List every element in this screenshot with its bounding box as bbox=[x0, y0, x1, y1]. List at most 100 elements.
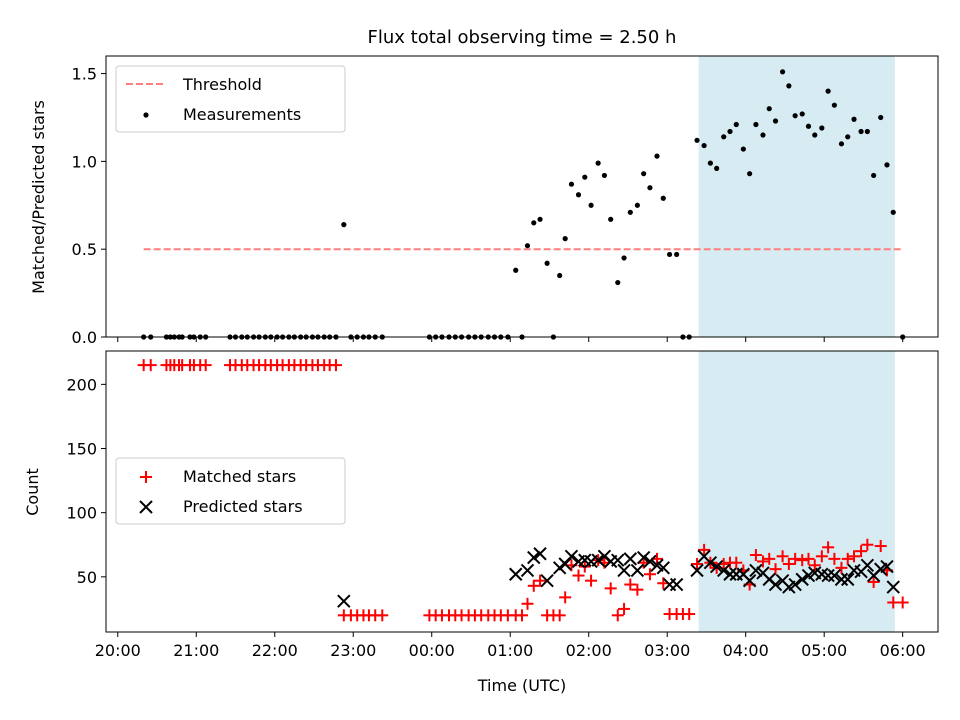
predicted-star-point bbox=[617, 563, 631, 578]
matched-star-point bbox=[376, 609, 389, 622]
measurement-point bbox=[747, 171, 753, 177]
measurement-point bbox=[792, 113, 798, 119]
bottom-legend: Matched stars Predicted stars bbox=[115, 457, 346, 525]
predicted-star-point bbox=[527, 550, 541, 565]
measurement-point bbox=[766, 106, 772, 112]
predicted-star-point bbox=[509, 567, 523, 581]
predicted-star-point bbox=[788, 577, 802, 592]
measurement-point bbox=[694, 137, 700, 143]
measurement-point bbox=[819, 125, 825, 131]
legend-matched-label: Matched stars bbox=[183, 467, 296, 486]
measurement-point bbox=[727, 128, 733, 135]
measurement-point bbox=[660, 195, 666, 201]
top-y-tick-label: 0.0 bbox=[72, 328, 97, 347]
measurement-point bbox=[851, 116, 857, 122]
predicted-star-point bbox=[337, 594, 351, 608]
top-panel: 0.0 0.5 1.0 1.5 Matched/Predicted stars Thr… bbox=[29, 55, 939, 347]
predicted-stars-points bbox=[337, 547, 900, 608]
top-legend-box bbox=[115, 65, 346, 133]
matched-star-point bbox=[841, 552, 854, 565]
matched-star-point bbox=[559, 591, 572, 604]
predicted-star-point bbox=[827, 568, 842, 583]
measurement-point bbox=[838, 141, 845, 147]
measurement-point bbox=[647, 185, 653, 191]
predicted-star-point bbox=[669, 577, 684, 592]
top-x-ticks bbox=[117, 337, 904, 342]
matched-star-point bbox=[643, 568, 656, 581]
matched-star-point bbox=[730, 556, 743, 569]
bottom-y-tick-label: 50 bbox=[77, 568, 97, 587]
measurement-point bbox=[890, 209, 896, 215]
top-y-ticks: 0.0 0.5 1.0 1.5 bbox=[72, 65, 106, 347]
measurement-point bbox=[805, 123, 812, 129]
measurement-point bbox=[544, 260, 550, 266]
matched-star-point bbox=[521, 597, 534, 610]
legend-predicted-swatch bbox=[139, 500, 153, 514]
measurement-point bbox=[884, 162, 890, 168]
matched-star-point bbox=[789, 552, 802, 565]
predicted-star-point bbox=[723, 567, 737, 581]
measurement-point bbox=[531, 220, 537, 226]
legend-measurements-swatch bbox=[143, 112, 149, 118]
predicted-star-point bbox=[636, 550, 651, 565]
measurement-point bbox=[845, 134, 851, 140]
matched-star-point bbox=[756, 555, 769, 568]
measurement-point bbox=[627, 209, 633, 215]
predicted-star-point bbox=[690, 563, 704, 578]
x-tick-label: 03:00 bbox=[644, 641, 690, 660]
predicted-star-point bbox=[533, 547, 547, 561]
legend-measurements-label: Measurements bbox=[183, 105, 301, 124]
measurement-point bbox=[562, 236, 568, 242]
bottom-y-tick-label: 150 bbox=[66, 440, 97, 459]
bottom-x-ticks: 20:00 21:00 22:00 23:00 00:00 01:00 02:00 03:00… bbox=[95, 632, 926, 660]
measurement-point bbox=[674, 251, 680, 258]
measurement-point bbox=[634, 202, 640, 208]
matched-star-point bbox=[828, 552, 841, 565]
top-y-tick-label: 1.5 bbox=[72, 65, 97, 84]
matched-star-point bbox=[631, 583, 644, 596]
measurement-point bbox=[621, 255, 627, 261]
matched-star-point bbox=[572, 569, 585, 582]
predicted-star-point bbox=[520, 563, 535, 578]
measurement-point bbox=[799, 111, 805, 117]
measurement-point bbox=[878, 114, 884, 121]
x-tick-label: 00:00 bbox=[409, 641, 455, 660]
predicted-star-point bbox=[540, 573, 554, 588]
predicted-star-point bbox=[841, 572, 855, 587]
measurement-point bbox=[524, 243, 531, 249]
predicted-star-point bbox=[821, 568, 835, 583]
top-y-tick-label: 1.0 bbox=[72, 152, 97, 171]
matched-star-point bbox=[822, 541, 835, 554]
measurement-point bbox=[831, 102, 837, 108]
matched-star-point bbox=[835, 561, 848, 574]
x-axis-label: Time (UTC) bbox=[477, 676, 566, 695]
measurement-point bbox=[812, 132, 818, 138]
measurement-point bbox=[654, 153, 660, 159]
predicted-star-point bbox=[591, 553, 605, 567]
measurement-point bbox=[537, 216, 543, 222]
legend-predicted-label: Predicted stars bbox=[183, 497, 303, 516]
matched-star-point bbox=[698, 543, 711, 556]
matched-star-point bbox=[782, 557, 795, 570]
measurement-point bbox=[733, 121, 739, 128]
measurement-point bbox=[666, 251, 673, 258]
matched-star-point bbox=[527, 579, 540, 592]
predicted-star-point bbox=[742, 573, 757, 588]
x-tick-label: 02:00 bbox=[566, 641, 612, 660]
matched-star-point bbox=[855, 545, 868, 558]
measurement-point bbox=[786, 83, 792, 89]
top-highlight-region bbox=[698, 56, 895, 337]
measurement-point bbox=[341, 222, 347, 228]
predicted-star-point bbox=[709, 559, 724, 574]
matched-star-point bbox=[199, 359, 212, 372]
matched-star-point bbox=[808, 559, 821, 572]
x-tick-label: 04:00 bbox=[723, 641, 769, 660]
measurement-point bbox=[595, 160, 601, 166]
matched-star-point bbox=[618, 602, 631, 615]
predicted-star-point bbox=[656, 561, 670, 575]
predicted-star-point bbox=[886, 580, 900, 594]
matched-star-point bbox=[896, 596, 909, 609]
matched-star-point bbox=[815, 550, 828, 563]
measurement-point bbox=[615, 279, 621, 286]
